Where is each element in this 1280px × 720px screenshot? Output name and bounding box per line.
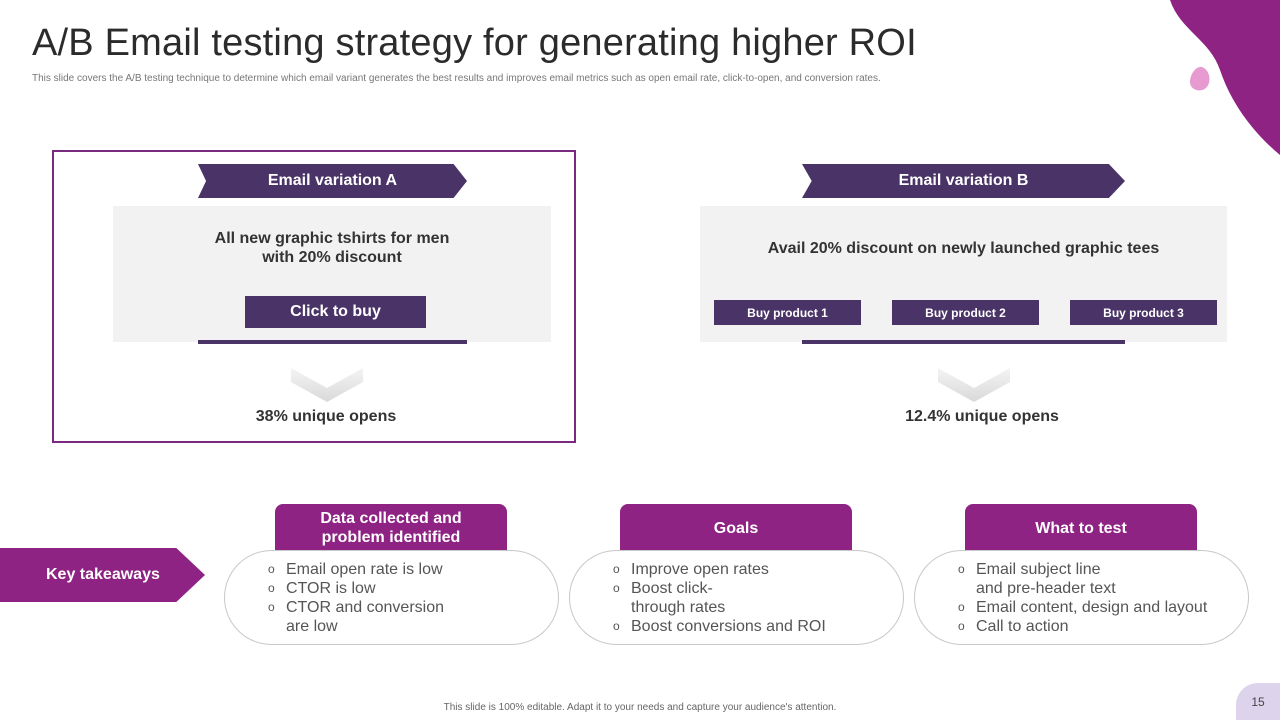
variation-a-ribbon: Email variation A xyxy=(198,164,467,198)
bullet-icon: o xyxy=(958,619,965,633)
list-item-text: Improve open rates xyxy=(631,561,769,578)
page-number: 15 xyxy=(1236,683,1280,720)
list-item: o Boost click-through rates xyxy=(613,579,883,617)
offer-line: with 20% discount xyxy=(262,249,402,266)
buy-product-3-button[interactable]: Buy product 3 xyxy=(1070,300,1217,325)
heading-line: Data collected and xyxy=(320,510,462,527)
buy-product-1-button[interactable]: Buy product 1 xyxy=(714,300,861,325)
list-item: o Email subject line and pre-header text xyxy=(958,560,1238,598)
list-item: o Improve open rates xyxy=(613,560,883,579)
variation-a-underline xyxy=(198,340,467,344)
bullet-icon: o xyxy=(958,600,965,614)
click-to-buy-button[interactable]: Click to buy xyxy=(245,296,426,328)
bullet-icon: o xyxy=(958,562,965,576)
heading-line: What to test xyxy=(1035,519,1127,537)
heading-line: problem identified xyxy=(321,529,461,546)
bullet-icon: o xyxy=(613,581,620,595)
chevron-down-icon xyxy=(291,368,363,402)
chevron-down-icon xyxy=(938,368,1010,402)
list-item-text: are low xyxy=(286,618,338,635)
bullet-icon: o xyxy=(613,619,620,633)
list-item-text: through rates xyxy=(631,599,726,616)
takeaway-list-goals: o Improve open rates o Boost click-through… xyxy=(613,560,883,636)
heading-line: Goals xyxy=(713,519,759,537)
variation-a-result: 38% unique opens xyxy=(255,408,397,425)
buy-product-2-button[interactable]: Buy product 2 xyxy=(892,300,1039,325)
list-item-text: Boost click- xyxy=(631,580,713,597)
list-item-text: Call to action xyxy=(976,618,1069,635)
list-item-text: and pre-header text xyxy=(976,580,1116,597)
list-item: o Boost conversions and ROI xyxy=(613,617,883,636)
corner-decoration-shape xyxy=(1170,0,1280,155)
list-item-text: Email content, design and layout xyxy=(976,599,1208,616)
list-item-text: Boost conversions and ROI xyxy=(631,618,826,635)
bullet-icon: o xyxy=(613,562,620,576)
list-item: o CTOR is low xyxy=(268,579,538,598)
bullet-icon: o xyxy=(268,600,275,614)
takeaway-card xyxy=(914,550,1249,645)
slide-footer: This slide is 100% editable. Adapt it to… xyxy=(443,702,837,713)
list-item-text: Email open rate is low xyxy=(286,561,443,578)
variation-a-frame xyxy=(52,150,576,443)
takeaway-card xyxy=(224,550,559,645)
takeaway-heading-what-to-test: What to test xyxy=(965,504,1197,552)
takeaway-heading-goals: Goals xyxy=(620,504,852,552)
list-item: o Email content, design and layout xyxy=(958,598,1238,617)
list-item: o Call to action xyxy=(958,617,1238,636)
list-item-text: CTOR is low xyxy=(286,580,376,597)
list-item: o CTOR and conversion are low xyxy=(268,598,538,636)
variation-b-result: 12.4% unique opens xyxy=(905,408,1059,425)
variation-b-underline xyxy=(802,340,1125,344)
list-item-text: CTOR and conversion xyxy=(286,599,444,616)
slide-subtitle: This slide covers the A/B testing techni… xyxy=(32,73,881,84)
list-item: o Email open rate is low xyxy=(268,560,538,579)
variation-b-ribbon: Email variation B xyxy=(802,164,1125,198)
bullet-icon: o xyxy=(268,581,275,595)
variation-b-label: Email variation B xyxy=(898,172,1029,189)
key-takeaways-label: Key takeaways xyxy=(46,566,160,583)
variation-b-offer: Avail 20% discount on newly launched gra… xyxy=(767,240,1160,257)
takeaway-list-data-collected: o Email open rate is low o CTOR is low o CT… xyxy=(268,560,538,636)
offer-line: All new graphic tshirts for men xyxy=(214,230,450,247)
variation-a-offer: All new graphic tshirts for men with 20%… xyxy=(113,229,551,267)
takeaway-card xyxy=(569,550,904,645)
takeaway-heading-data-collected: Data collected and problem identified xyxy=(275,504,507,552)
bullet-icon: o xyxy=(268,562,275,576)
variation-a-label: Email variation A xyxy=(267,172,398,189)
takeaway-list-what-to-test: o Email subject line and pre-header text o… xyxy=(958,560,1238,636)
droplet-shape xyxy=(1190,66,1210,91)
list-item-text: Email subject line xyxy=(976,561,1101,578)
slide-title: A/B Email testing strategy for generatin… xyxy=(32,22,917,64)
key-takeaways-arrow: Key takeaways xyxy=(0,548,205,602)
